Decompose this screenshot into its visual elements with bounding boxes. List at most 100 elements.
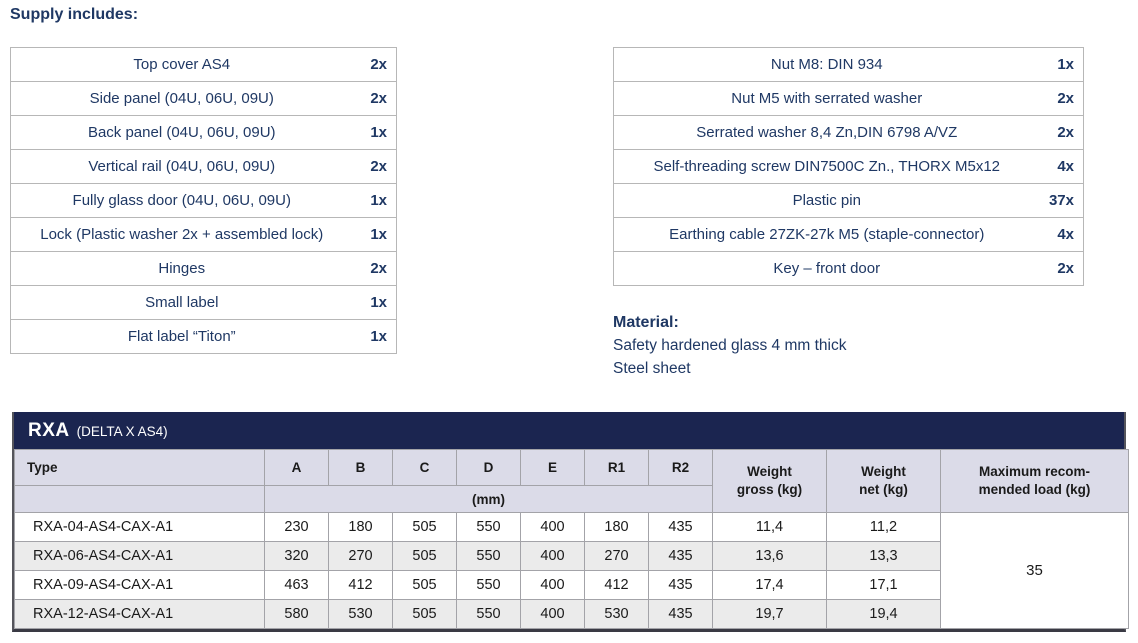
cell-dim: 400 [520,599,585,629]
cell-dim: 400 [520,541,585,571]
col-header-type: Type [14,449,265,486]
supply-qty: 1x [352,217,397,252]
cell-type: RXA-06-AS4-CAX-A1 [14,541,265,571]
cell-weight-gross: 17,4 [712,570,827,600]
material-line: Safety hardened glass 4 mm thick [613,337,847,354]
spec-table-section: RXA (DELTA X AS4) Type A B C D E R1 R2 [12,412,1129,632]
table-row: Self-threading screw DIN7500C Zn., THORX… [613,149,1084,184]
supply-item: Side panel (04U, 06U, 09U) [10,81,353,116]
cell-dim: 550 [456,541,521,571]
table-row: Serrated washer 8,4 Zn,DIN 6798 A/VZ 2x [613,115,1084,150]
supply-item: Self-threading screw DIN7500C Zn., THORX… [613,149,1040,184]
supply-qty: 2x [1039,251,1084,286]
table-row: RXA-12-AS4-CAX-A1 580 530 505 550 400 53… [14,599,1129,629]
table-row: Hinges 2x [10,251,397,286]
supply-qty: 37x [1039,183,1084,218]
cell-dim: 180 [328,512,393,542]
col-header-weight-gross: Weight gross (kg) [712,449,827,513]
supply-item: Earthing cable 27ZK-27k M5 (staple-conne… [613,217,1040,252]
spec-table-title: RXA [28,419,70,441]
cell-dim: 435 [648,512,713,542]
col-header-weight-net: Weight net (kg) [826,449,941,513]
table-row: Nut M8: DIN 934 1x [613,47,1084,82]
cell-dim: 530 [584,599,649,629]
material-heading: Material: [613,314,679,331]
col-header-max-load: Maximum recom- mended load (kg) [940,449,1129,513]
table-row: Plastic pin 37x [613,183,1084,218]
cell-weight-net: 19,4 [826,599,941,629]
supply-item: Nut M8: DIN 934 [613,47,1040,82]
empty-header-cell [14,485,265,513]
cell-dim: 505 [392,512,457,542]
cell-dim: 550 [456,570,521,600]
cell-dim: 435 [648,541,713,571]
supply-item: Flat label “Titon” [10,319,353,354]
spec-table: Type A B C D E R1 R2 Weight gross (kg) W… [14,449,1129,629]
supply-item: Small label [10,285,353,320]
cell-dim: 505 [392,541,457,571]
table-row: RXA-04-AS4-CAX-A1 230 180 505 550 400 18… [14,512,1129,629]
supply-qty: 2x [352,251,397,286]
col-header-d: D [456,449,521,486]
cell-dim: 550 [456,599,521,629]
cell-type: RXA-04-AS4-CAX-A1 [14,512,265,542]
col-header-e: E [520,449,585,486]
material-line: Steel sheet [613,360,691,377]
page-title: Supply includes: [10,6,139,23]
table-row: Vertical rail (04U, 06U, 09U) 2x [10,149,397,184]
cell-dim: 180 [584,512,649,542]
cell-max-load: 35 [940,512,1129,629]
cell-dim: 270 [584,541,649,571]
supply-qty: 2x [1039,115,1084,150]
supply-qty: 2x [352,81,397,116]
supply-item: Nut M5 with serrated washer [613,81,1040,116]
supply-item: Hinges [10,251,353,286]
col-header-c: C [392,449,457,486]
spec-table-subtitle: (DELTA X AS4) [76,424,168,439]
supply-table-left: Top cover AS4 2x Side panel (04U, 06U, 0… [10,47,397,354]
supply-qty: 1x [1039,47,1084,82]
cell-weight-net: 17,1 [826,570,941,600]
spec-table-titlebar: RXA (DELTA X AS4) [14,412,1124,449]
table-row: Top cover AS4 2x [10,47,397,82]
supply-qty: 2x [352,149,397,184]
table-row: Key – front door 2x [613,251,1084,286]
cell-dim: 412 [584,570,649,600]
unit-header: (mm) [264,485,713,513]
table-row: Side panel (04U, 06U, 09U) 2x [10,81,397,116]
cell-dim: 505 [392,599,457,629]
cell-dim: 230 [264,512,329,542]
cell-type: RXA-09-AS4-CAX-A1 [14,570,265,600]
cell-weight-net: 13,3 [826,541,941,571]
cell-dim: 550 [456,512,521,542]
col-header-b: B [328,449,393,486]
cell-dim: 463 [264,570,329,600]
cell-dim: 320 [264,541,329,571]
col-header-r2: R2 [648,449,713,486]
supply-item: Lock (Plastic washer 2x + assembled lock… [10,217,353,252]
cell-weight-gross: 11,4 [712,512,827,542]
supply-qty: 1x [352,115,397,150]
supply-item: Fully glass door (04U, 06U, 09U) [10,183,353,218]
supply-table-right: Nut M8: DIN 934 1x Nut M5 with serrated … [613,47,1084,286]
spec-header-row: Type A B C D E R1 R2 Weight gross (kg) W… [14,449,1129,513]
cell-dim: 580 [264,599,329,629]
supply-qty: 4x [1039,217,1084,252]
supply-qty: 1x [352,183,397,218]
supply-item: Serrated washer 8,4 Zn,DIN 6798 A/VZ [613,115,1040,150]
cell-dim: 505 [392,570,457,600]
col-header-r1: R1 [584,449,649,486]
cell-dim: 400 [520,570,585,600]
supply-qty: 2x [352,47,397,82]
supply-item: Vertical rail (04U, 06U, 09U) [10,149,353,184]
table-row: Back panel (04U, 06U, 09U) 1x [10,115,397,150]
supply-qty: 2x [1039,81,1084,116]
cell-dim: 435 [648,570,713,600]
cell-type: RXA-12-AS4-CAX-A1 [14,599,265,629]
supply-qty: 1x [352,319,397,354]
cell-dim: 530 [328,599,393,629]
supply-qty: 1x [352,285,397,320]
supply-qty: 4x [1039,149,1084,184]
table-row: Small label 1x [10,285,397,320]
